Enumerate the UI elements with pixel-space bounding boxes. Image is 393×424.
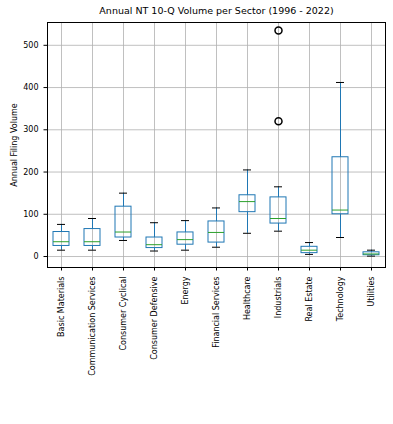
svg-text:Basic Materials: Basic Materials <box>57 277 66 337</box>
svg-text:300: 300 <box>23 125 38 134</box>
svg-text:Energy: Energy <box>181 276 190 304</box>
svg-text:Healthcare: Healthcare <box>243 276 252 320</box>
svg-text:Utilities: Utilities <box>367 277 376 307</box>
svg-text:Communication Services: Communication Services <box>88 277 97 376</box>
html-text:Annual NT 10-Q Volume per Sect: Annual NT 10-Q Volume per Sector (1996 -… <box>99 5 334 16</box>
svg-text:0: 0 <box>33 252 38 261</box>
svg-text:Consumer Defensive: Consumer Defensive <box>150 276 159 359</box>
svg-text:500: 500 <box>23 41 38 50</box>
svg-text:Financial Services: Financial Services <box>212 277 221 348</box>
svg-text:Industrials: Industrials <box>274 277 283 319</box>
svg-text:400: 400 <box>23 83 38 92</box>
svg-text:Annual Filing Volume: Annual Filing Volume <box>10 103 19 187</box>
svg-text:Real Estate: Real Estate <box>305 276 314 321</box>
svg-text:Consumer Cyclical: Consumer Cyclical <box>119 277 128 351</box>
svg-text:100: 100 <box>23 210 38 219</box>
svg-text:200: 200 <box>23 168 38 177</box>
svg-text:Technology: Technology <box>336 276 345 322</box>
